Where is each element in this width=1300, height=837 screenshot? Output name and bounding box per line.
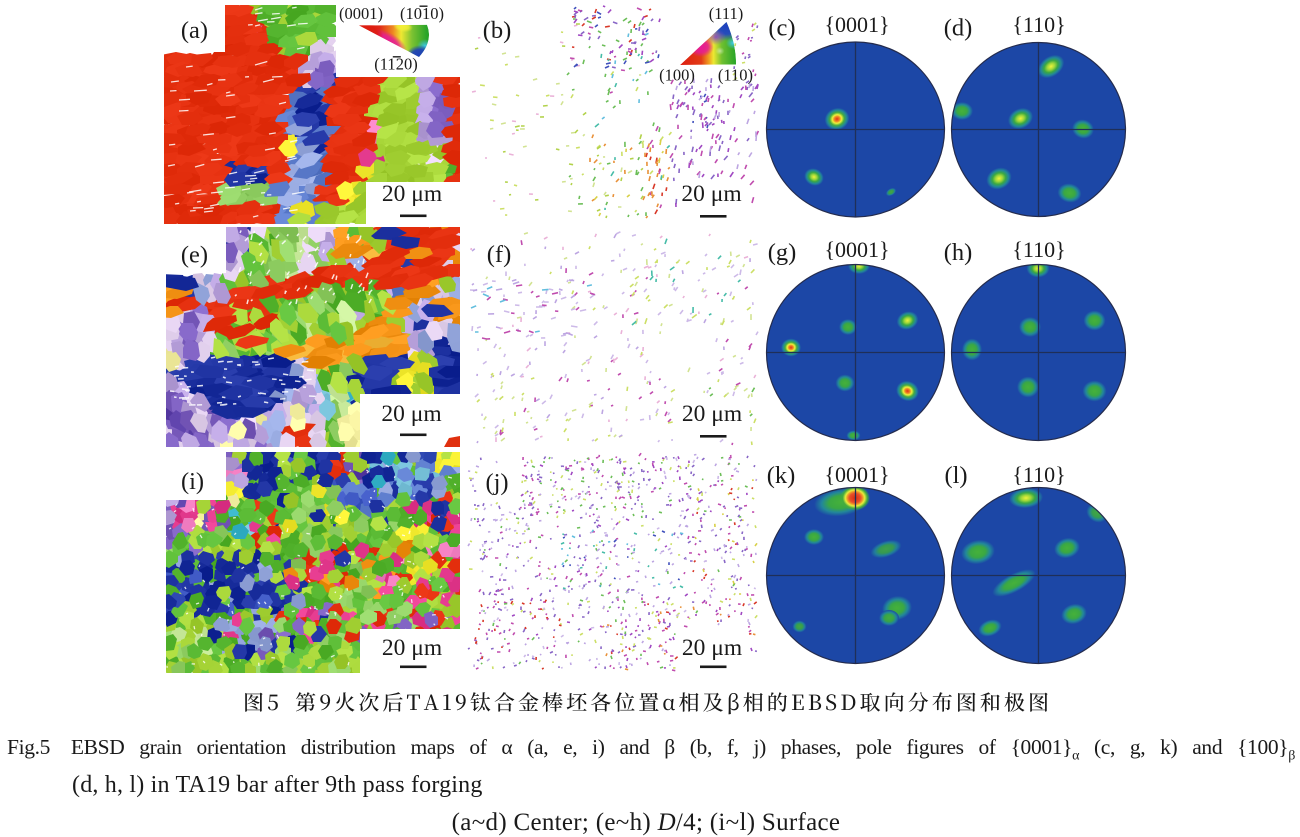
- svg-text:(110): (110): [718, 66, 753, 85]
- svg-text:20 μm: 20 μm: [382, 635, 442, 661]
- svg-text:(c): (c): [768, 15, 795, 42]
- svg-text:(1120): (1120): [374, 55, 417, 74]
- svg-text:{110}: {110}: [1012, 237, 1065, 262]
- svg-text:{110}: {110}: [1012, 462, 1065, 487]
- svg-text:(g): (g): [768, 239, 797, 266]
- svg-text:(1010): (1010): [400, 4, 444, 23]
- svg-text:20 μm: 20 μm: [381, 401, 441, 427]
- svg-text:(f): (f): [487, 241, 511, 268]
- svg-text:{0001}: {0001}: [824, 462, 889, 487]
- svg-text:(100): (100): [659, 66, 695, 85]
- svg-text:(e): (e): [181, 242, 208, 269]
- svg-text:{0001}: {0001}: [824, 237, 889, 262]
- svg-text:20 μm: 20 μm: [682, 401, 742, 427]
- svg-text:(b): (b): [483, 17, 512, 44]
- svg-text:(d): (d): [944, 15, 973, 42]
- svg-text:20 μm: 20 μm: [382, 181, 442, 207]
- svg-text:(h): (h): [944, 239, 973, 266]
- svg-text:(j): (j): [485, 469, 508, 496]
- svg-text:(111): (111): [709, 4, 744, 23]
- svg-text:{0001}: {0001}: [824, 12, 889, 37]
- svg-text:20 μm: 20 μm: [682, 635, 742, 661]
- svg-text:20 μm: 20 μm: [681, 181, 741, 207]
- svg-text:(0001): (0001): [339, 4, 383, 23]
- svg-text:{110}: {110}: [1012, 12, 1065, 37]
- svg-text:(i): (i): [181, 468, 204, 495]
- svg-text:(l): (l): [944, 462, 967, 489]
- svg-text:(k): (k): [767, 462, 796, 489]
- svg-text:(a): (a): [181, 17, 208, 44]
